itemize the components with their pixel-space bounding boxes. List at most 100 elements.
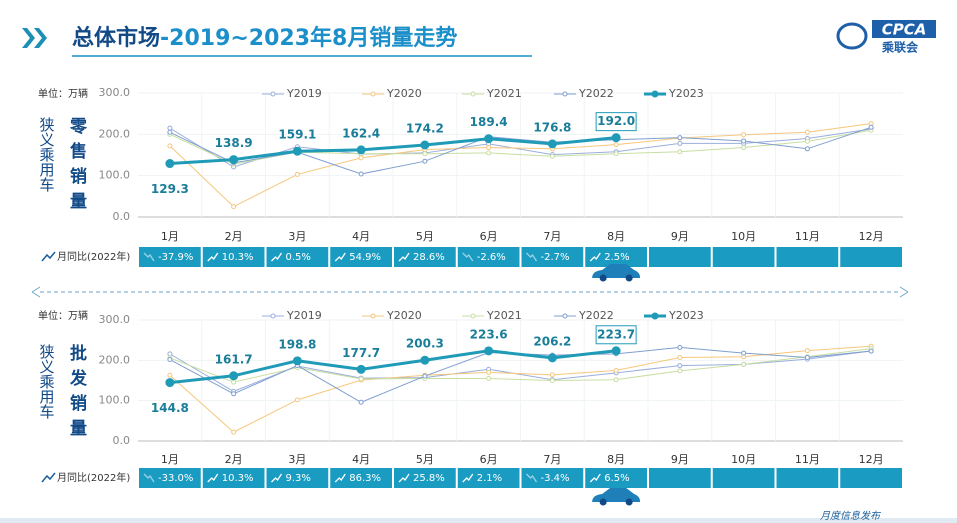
- data-label: 176.8: [533, 120, 571, 134]
- legend-marker: [270, 313, 276, 319]
- legend-label: Y2019: [286, 309, 322, 322]
- unit-label: 单位：万辆: [38, 87, 88, 100]
- series-line: [169, 136, 617, 166]
- car-wheel: [625, 274, 633, 282]
- yoy-label: 月同比(2022年): [57, 471, 130, 484]
- point: [167, 372, 173, 378]
- yoy-value: 54.9%: [349, 252, 381, 263]
- point: [741, 132, 747, 138]
- yoy-cell: [840, 468, 902, 488]
- data-label: 144.8: [151, 401, 189, 415]
- point: [486, 150, 492, 156]
- point: [741, 361, 747, 367]
- legend-marker: [370, 91, 376, 97]
- side-label: 狭义乘用车: [38, 344, 56, 419]
- logo-subtext: 乘联会: [881, 40, 919, 55]
- trend-icon: [207, 252, 219, 262]
- yoy-value: 9.3%: [286, 473, 311, 484]
- title-chevrons: [22, 28, 47, 48]
- point: [231, 204, 237, 210]
- yoy-cell: [712, 468, 775, 488]
- metric-label: 批发销量: [66, 343, 88, 444]
- x-tick-label: 11月: [795, 230, 820, 243]
- yoy-cell: [457, 247, 520, 267]
- legend-label: Y2020: [386, 87, 422, 100]
- yoy-cell: [585, 247, 647, 267]
- series-line: [169, 349, 617, 385]
- point: [422, 158, 428, 164]
- series-line: [169, 123, 872, 208]
- point: [294, 397, 300, 403]
- trend-icon: [462, 473, 474, 483]
- yoy-value: 0.5%: [286, 252, 311, 263]
- point: [613, 142, 619, 148]
- x-tick-label: 9月: [671, 230, 689, 243]
- x-tick-label: 7月: [543, 453, 561, 466]
- point: [868, 124, 874, 130]
- point: [165, 378, 175, 388]
- trend-icon: [334, 252, 346, 262]
- yoy-cell: [139, 247, 201, 267]
- point: [484, 134, 494, 144]
- logo-box: [872, 20, 936, 38]
- trend-icon: [589, 473, 601, 483]
- yoy-cell: [266, 247, 329, 267]
- trend-icon: [589, 252, 601, 262]
- yoy-icon: [41, 251, 56, 262]
- x-tick-label: 2月: [225, 230, 243, 243]
- yoy-cell: [521, 468, 584, 488]
- data-label: 159.1: [278, 128, 316, 142]
- trend-icon: [462, 252, 474, 262]
- point: [741, 145, 747, 151]
- point: [486, 375, 492, 381]
- x-tick-label: 10月: [731, 230, 756, 243]
- point: [741, 350, 747, 356]
- y-tick-label: 0.0: [113, 434, 131, 447]
- legend-label: Y2020: [386, 309, 422, 322]
- point: [804, 355, 810, 361]
- point: [549, 372, 555, 378]
- point: [167, 357, 173, 363]
- footer-text: 月度信息发布: [820, 510, 882, 522]
- yoy-cell: [330, 468, 392, 488]
- car-wheel: [599, 274, 607, 282]
- legend-marker: [470, 91, 476, 97]
- point: [292, 146, 302, 156]
- point: [741, 138, 747, 144]
- trend-icon: [398, 473, 410, 483]
- point: [358, 399, 364, 405]
- label-box: [595, 112, 637, 132]
- legend-marker: [370, 313, 376, 319]
- point: [613, 151, 619, 157]
- side-label: 狭义乘用车: [38, 117, 56, 192]
- point: [611, 133, 621, 143]
- legend-marker: [562, 313, 568, 319]
- trend-icon: [271, 252, 283, 262]
- yoy-value: -3.4%: [541, 473, 570, 484]
- data-label: 223.6: [470, 327, 508, 341]
- separator-arrows: [31, 286, 909, 298]
- point: [549, 153, 555, 159]
- yoy-value: 6.5%: [604, 473, 629, 484]
- logo-emblem: [836, 22, 868, 50]
- yoy-value: 86.3%: [349, 473, 381, 484]
- trend-icon: [398, 252, 410, 262]
- y-tick-label: 200.0: [99, 127, 131, 140]
- car-icon: [592, 264, 641, 278]
- trend-icon: [207, 473, 219, 483]
- yoy-value: 25.8%: [413, 473, 445, 484]
- point: [231, 429, 237, 435]
- point: [165, 159, 175, 169]
- car-wheel: [599, 498, 607, 506]
- logo-text: CPCA: [882, 21, 927, 39]
- point: [358, 155, 364, 161]
- data-label: 138.9: [215, 136, 253, 150]
- legend-marker: [270, 91, 276, 97]
- point: [677, 368, 683, 374]
- point: [677, 140, 683, 146]
- yoy-icon: [41, 472, 56, 483]
- x-tick-label: 9月: [671, 453, 689, 466]
- data-label: 192.0: [597, 114, 635, 128]
- yoy-label: 月同比(2022年): [57, 250, 130, 263]
